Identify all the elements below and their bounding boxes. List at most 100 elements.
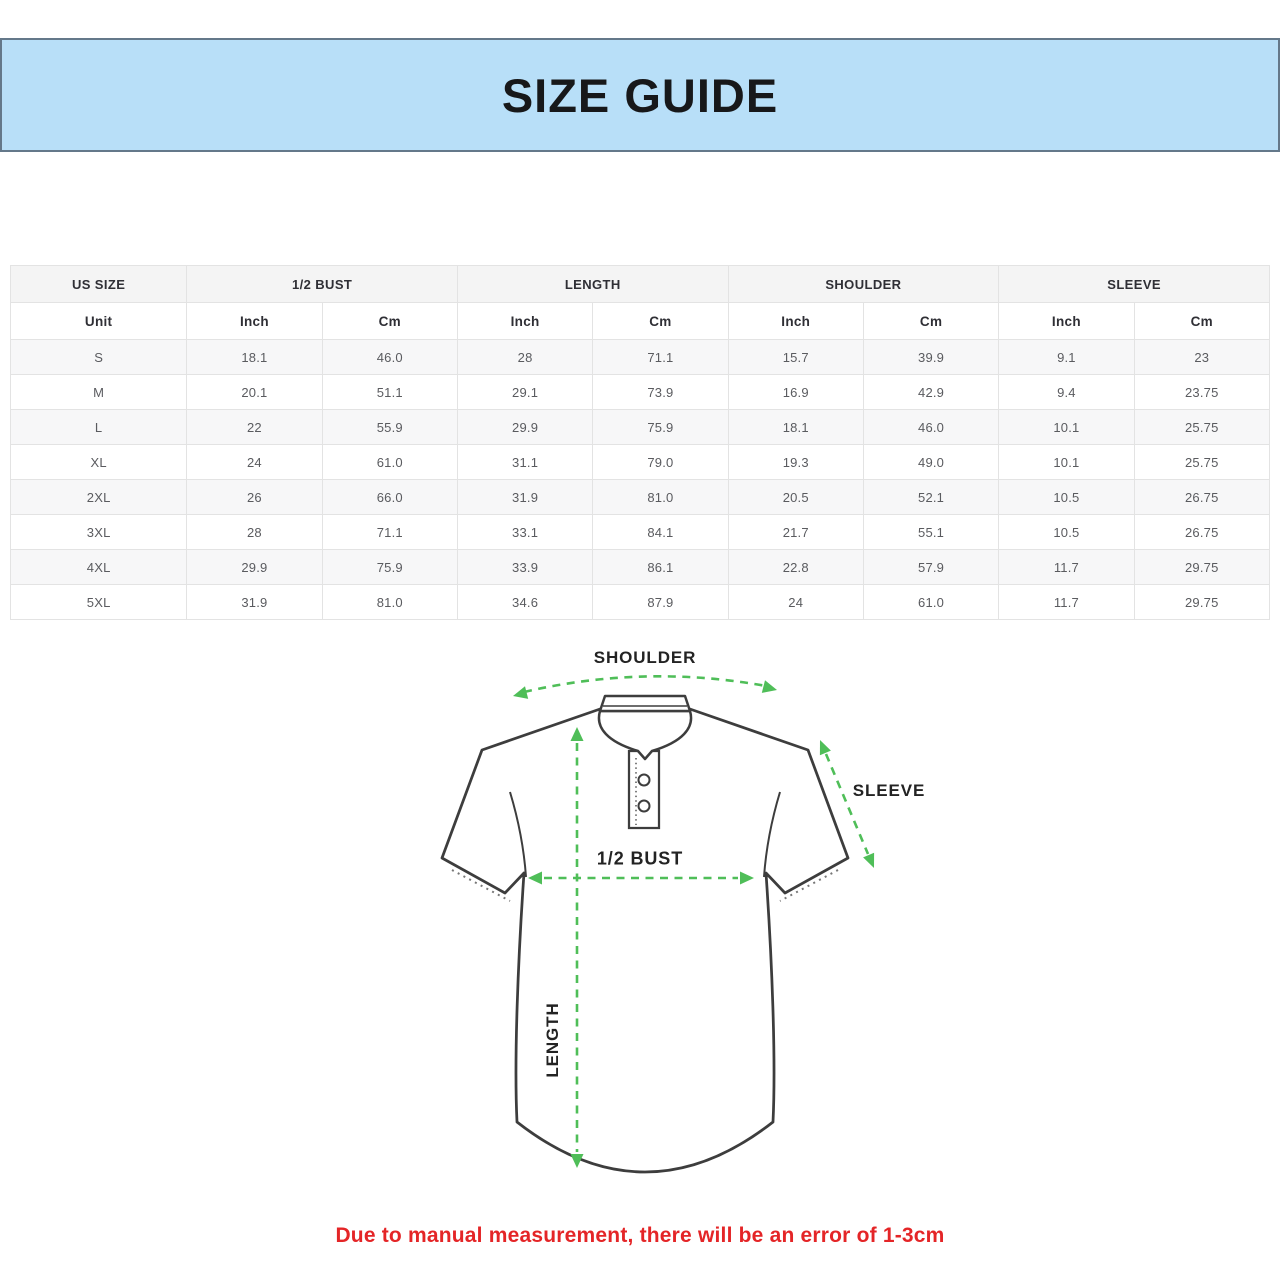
table-cell: 26 — [186, 479, 323, 515]
table-row: S 18.1 46.0 28 71.1 15.7 39.9 9.1 23 — [9, 339, 1271, 375]
table-cell: 42.9 — [862, 374, 1000, 410]
left-armhole-seam — [509, 791, 527, 878]
table-cell: 49.0 — [862, 444, 1000, 480]
table-cell: 21.7 — [727, 514, 864, 550]
table-cell: 29.9 — [456, 409, 594, 445]
group-header-cell: SHOULDER — [727, 265, 1000, 303]
unit-header-row: Unit Inch Cm Inch Cm Inch Cm Inch Cm — [9, 302, 1271, 340]
polo-shirt-drawing — [440, 675, 875, 1174]
group-header-cell: LENGTH — [456, 265, 729, 303]
table-cell: 23.75 — [1133, 374, 1271, 410]
unit-header-cell: Inch — [998, 302, 1135, 340]
table-cell: 26.75 — [1133, 514, 1271, 550]
table-cell: 31.9 — [186, 584, 323, 620]
bust-label: 1/2 BUST — [596, 848, 684, 869]
shoulder-label: SHOULDER — [593, 648, 697, 667]
table-cell: 26.75 — [1133, 479, 1271, 515]
unit-header-cell: Cm — [592, 302, 729, 340]
table-cell: 15.7 — [727, 339, 864, 375]
table-cell: 51.1 — [321, 374, 458, 410]
unit-header-cell: Inch — [186, 302, 323, 340]
table-cell: S — [9, 339, 188, 375]
group-header-cell: SLEEVE — [998, 265, 1270, 303]
banner: SIZE GUIDE — [0, 38, 1280, 152]
unit-header-cell: Inch — [727, 302, 864, 340]
right-cuff-stitch — [779, 869, 839, 902]
table-cell: 23 — [1133, 339, 1271, 375]
table-cell: 20.5 — [727, 479, 864, 515]
unit-header-cell: Inch — [456, 302, 594, 340]
table-cell: 84.1 — [592, 514, 729, 550]
table-cell: 55.9 — [321, 409, 458, 445]
size-table-body: S 18.1 46.0 28 71.1 15.7 39.9 9.1 23 M 20.1 51.1 29.… — [9, 339, 1271, 620]
collar-flaps — [597, 709, 693, 761]
table-cell: 11.7 — [998, 549, 1135, 585]
table-cell: 52.1 — [862, 479, 1000, 515]
button-icon — [637, 773, 651, 787]
table-cell: 2XL — [9, 479, 188, 515]
table-cell: 29.75 — [1133, 549, 1271, 585]
table-cell: 81.0 — [592, 479, 729, 515]
table-cell: 10.5 — [998, 514, 1135, 550]
table-cell: 24 — [186, 444, 323, 480]
table-cell: M — [9, 374, 188, 410]
table-cell: 87.9 — [592, 584, 729, 620]
length-label: LENGTH — [543, 1002, 562, 1078]
table-cell: 10.5 — [998, 479, 1135, 515]
table-cell: 18.1 — [727, 409, 864, 445]
sleeve-arrow — [819, 740, 875, 868]
table-cell: 29.9 — [186, 549, 323, 585]
table-cell: 25.75 — [1133, 444, 1271, 480]
table-cell: 79.0 — [592, 444, 729, 480]
group-header-cell: 1/2 BUST — [186, 265, 458, 303]
table-cell: 46.0 — [321, 339, 458, 375]
length-arrow — [570, 727, 584, 1168]
left-cuff-stitch — [451, 869, 511, 902]
group-header-row: US SIZE 1/2 BUST LENGTH SHOULDER SLEEVE — [9, 265, 1270, 303]
table-cell: 73.9 — [592, 374, 729, 410]
table-row: L 22 55.9 29.9 75.9 18.1 46.0 10.1 25.75 — [9, 409, 1271, 445]
table-cell: 71.1 — [592, 339, 729, 375]
table-cell: 9.1 — [998, 339, 1135, 375]
table-cell: 61.0 — [321, 444, 458, 480]
table-cell: 31.9 — [456, 479, 594, 515]
table-cell: 86.1 — [592, 549, 729, 585]
table-cell: 39.9 — [862, 339, 1000, 375]
table-cell: XL — [9, 444, 188, 480]
table-row: 4XL 29.9 75.9 33.9 86.1 22.8 57.9 11.7 29.75 — [9, 549, 1271, 585]
table-cell: 46.0 — [862, 409, 1000, 445]
shoulder-arrow — [513, 675, 777, 699]
table-row: XL 24 61.0 31.1 79.0 19.3 49.0 10.1 25.75 — [9, 444, 1271, 480]
table-cell: 28 — [456, 339, 594, 375]
sleeve-label: SLEEVE — [852, 781, 926, 800]
table-row: 5XL 31.9 81.0 34.6 87.9 24 61.0 11.7 29.75 — [9, 584, 1271, 620]
table-row: 3XL 28 71.1 33.1 84.1 21.7 55.1 10.5 26.75 — [9, 514, 1271, 550]
unit-header-cell: Cm — [862, 302, 1000, 340]
polo-measurement-diagram: SHOULDER SLEEVE 1/2 BUST LENGTH — [420, 630, 950, 1200]
table-cell: 11.7 — [998, 584, 1135, 620]
unit-header-cell: Unit — [9, 302, 188, 340]
table-cell: 20.1 — [186, 374, 323, 410]
table-cell: 24 — [727, 584, 864, 620]
table-cell: 28 — [186, 514, 323, 550]
table-cell: L — [9, 409, 188, 445]
page-title: SIZE GUIDE — [501, 68, 779, 122]
table-cell: 10.1 — [998, 444, 1135, 480]
table-cell: 75.9 — [321, 549, 458, 585]
table-cell: 33.9 — [456, 549, 594, 585]
table-cell: 22.8 — [727, 549, 864, 585]
table-row: 2XL 26 66.0 31.9 81.0 20.5 52.1 10.5 26.75 — [9, 479, 1271, 515]
table-cell: 55.1 — [862, 514, 1000, 550]
table-cell: 16.9 — [727, 374, 864, 410]
table-cell: 18.1 — [186, 339, 323, 375]
unit-header-cell: Cm — [1133, 302, 1271, 340]
table-cell: 3XL — [9, 514, 188, 550]
collar-band — [598, 694, 692, 713]
table-cell: 22 — [186, 409, 323, 445]
right-armhole-seam — [763, 791, 781, 878]
shirt-outline — [440, 706, 850, 1174]
table-cell: 66.0 — [321, 479, 458, 515]
table-row: M 20.1 51.1 29.1 73.9 16.9 42.9 9.4 23.75 — [9, 374, 1271, 410]
size-table: US SIZE 1/2 BUST LENGTH SHOULDER SLEEVE … — [9, 265, 1271, 620]
